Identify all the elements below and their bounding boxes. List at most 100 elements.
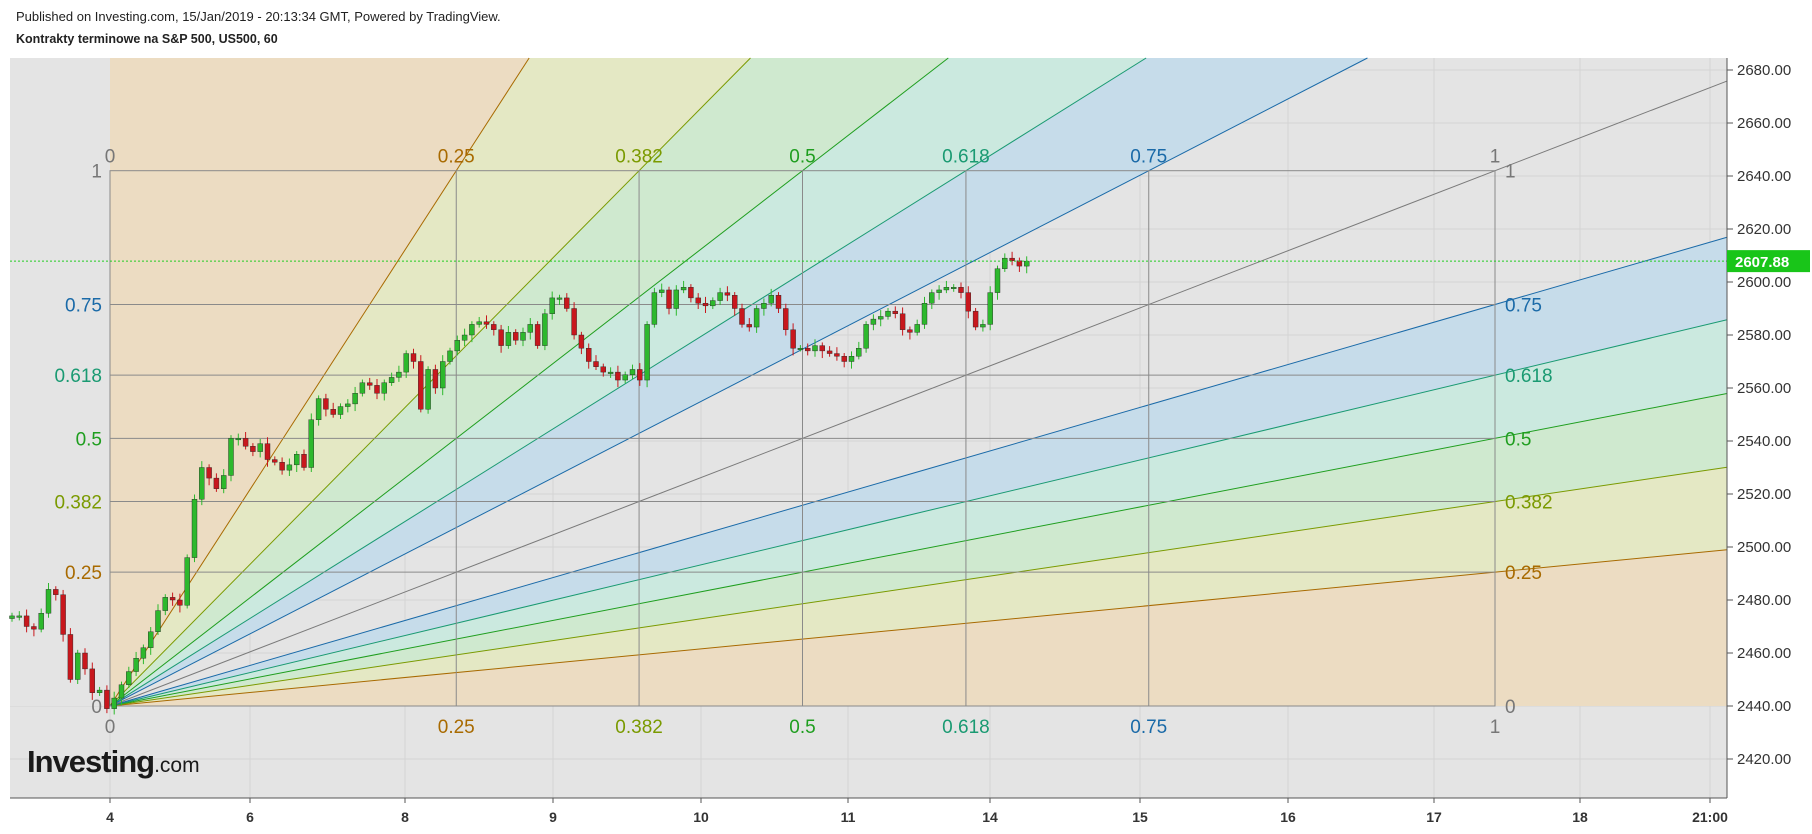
y-tick-label: 2480.00: [1737, 592, 1791, 609]
fan-label-bottom: 0.618: [942, 717, 990, 738]
candle-body: [921, 303, 928, 325]
candle-body: [483, 321, 490, 325]
candle-body: [301, 454, 307, 468]
candle-body: [856, 348, 862, 357]
investing-logo: Investing.com: [27, 744, 200, 780]
candle-body: [469, 324, 475, 336]
candle-body: [177, 599, 183, 606]
candle-body: [637, 369, 643, 381]
candle-body: [337, 406, 344, 415]
fan-label-right: 0.618: [1505, 366, 1553, 387]
y-tick-label: 2660.00: [1737, 115, 1791, 132]
candle-body: [841, 356, 847, 362]
candle-body: [586, 348, 592, 362]
candle-body: [264, 443, 271, 460]
candle-body: [556, 297, 563, 300]
candle-body: [388, 377, 395, 383]
candle-body: [89, 668, 96, 693]
fan-label-top: 0.382: [615, 147, 663, 168]
fan-line-upper-0.5: [109, 57, 949, 707]
candle-body: [1002, 257, 1008, 269]
candle-body: [213, 477, 220, 489]
candle-body: [155, 610, 161, 632]
candle-body: [206, 467, 212, 479]
logo-suffix: .com: [154, 754, 200, 777]
fan-label-bottom: 0.382: [615, 717, 663, 738]
candle-body: [140, 647, 147, 659]
gann-fan-labels: 0 0 0.25 0.25 0.382 0.382 0.5 0.5 0.618 0.618 0.75…: [54, 147, 1552, 738]
candle-body: [812, 345, 818, 352]
fan-line-upper-0.75: [109, 57, 1368, 707]
candle-body: [885, 310, 891, 317]
candle-body: [96, 689, 103, 693]
candle-body: [761, 303, 767, 309]
candle-body: [454, 340, 460, 352]
candle-body: [323, 398, 329, 410]
fan-label-right: 0: [1505, 697, 1516, 718]
candle-body: [848, 356, 855, 362]
candle-body: [732, 295, 738, 309]
y-tick-label: 2520.00: [1737, 486, 1791, 503]
candle-body: [768, 295, 774, 304]
axes: 2420.00 2440.00 2460.00 2480.00 2500.00 2520.…: [10, 58, 1810, 825]
fan-label-top: 1: [1490, 147, 1501, 168]
candle-body: [863, 324, 869, 349]
y-tick-label: 2560.00: [1737, 380, 1791, 397]
fan-label-right: 0.25: [1505, 563, 1542, 584]
x-tick-label: 14: [982, 809, 998, 825]
candle-body: [169, 597, 176, 601]
y-tick-label: 2580.00: [1737, 327, 1791, 344]
x-tick-label: 10: [693, 809, 709, 825]
candle-body: [440, 361, 446, 389]
candle-body: [739, 308, 745, 325]
fan-label-bottom: 0.25: [438, 717, 475, 738]
candle-body: [250, 446, 256, 452]
candle-body: [680, 287, 687, 291]
candle-body: [951, 287, 957, 289]
current-price-badge: [1727, 250, 1810, 273]
left-area: [10, 58, 110, 706]
gann-box-lines: [109, 170, 1496, 707]
candle-body: [659, 289, 665, 293]
y-tick-label: 2500.00: [1737, 539, 1791, 556]
y-tick-label: 2440.00: [1737, 698, 1791, 715]
candle-body: [191, 499, 198, 558]
candle-body: [1023, 260, 1030, 267]
fan-label-left: 0.75: [65, 296, 102, 317]
candle-body: [899, 313, 906, 330]
fan-label-bottom: 0.75: [1130, 717, 1167, 738]
candle-body: [870, 318, 877, 325]
candle-body: [564, 297, 570, 309]
candle-body: [147, 631, 154, 648]
fan-label-left: 0.5: [76, 429, 102, 450]
candle-body: [980, 324, 986, 328]
x-tick-label: 8: [401, 809, 409, 825]
fan-label-left: 0.25: [65, 563, 102, 584]
candle-body: [629, 369, 636, 375]
fan-label-top: 0: [105, 147, 116, 168]
candle-body: [67, 634, 74, 680]
candle-body: [622, 374, 628, 381]
candle-body: [308, 419, 314, 468]
candle-body: [783, 308, 789, 330]
candle-body: [23, 615, 30, 627]
candle-body: [126, 671, 132, 685]
candle-body: [352, 393, 358, 405]
candle-body: [104, 689, 110, 709]
candle-body: [367, 382, 373, 386]
candle-body: [432, 369, 439, 389]
candle-body: [184, 557, 190, 606]
fan-line-1x1: [109, 80, 1728, 707]
candle-body: [418, 361, 424, 410]
candle-body: [834, 353, 840, 357]
y-tick-label: 2620.00: [1737, 221, 1791, 238]
y-tick-label: 2600.00: [1737, 274, 1791, 291]
candle-body: [534, 324, 541, 346]
fan-label-top: 0.25: [438, 147, 475, 168]
candle-body: [907, 329, 913, 333]
candle-body: [9, 615, 15, 619]
fan-label-top: 0.5: [789, 147, 815, 168]
fan-label-right: 0.382: [1505, 493, 1553, 514]
candle-body: [797, 348, 804, 350]
